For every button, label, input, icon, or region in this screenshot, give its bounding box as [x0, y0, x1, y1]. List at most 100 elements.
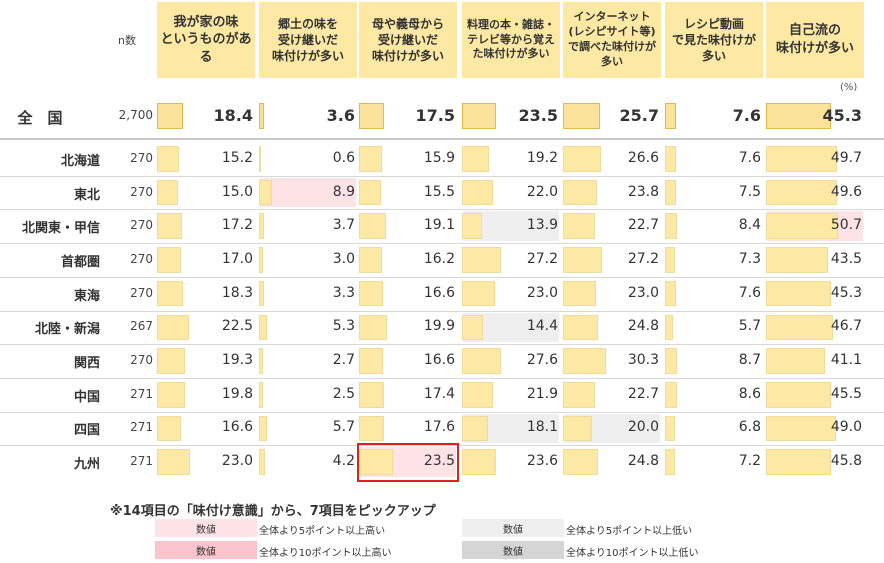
row-4-bar-5: [665, 280, 676, 307]
row-6-region: 関西: [73, 356, 100, 372]
row-4-bar-0: [157, 280, 183, 307]
row-5-bar-1: [259, 314, 267, 341]
row-6-n: 270: [130, 353, 153, 368]
row-3-value-1: 3.0: [332, 250, 355, 267]
row-0-value-6: 49.7: [830, 149, 862, 166]
row-6-bar-5: [665, 348, 677, 374]
row-2-value-2: 19.1: [423, 217, 455, 234]
row-2-value-6: 50.7: [830, 217, 862, 234]
row-4-value-6: 45.3: [830, 284, 862, 301]
row-0-value-3: 19.2: [526, 149, 558, 166]
row-7-value-4: 22.7: [627, 385, 659, 402]
row-7-bar-4: [563, 381, 595, 408]
national-row-value-2: 17.5: [415, 106, 455, 125]
row-3-bar-4: [563, 247, 602, 273]
row-divider: [0, 411, 884, 413]
row-5-bar-6: [766, 314, 833, 341]
row-9-value-5: 7.2: [738, 453, 761, 470]
row-7-bar-5: [665, 381, 677, 408]
row-divider: [0, 344, 884, 346]
row-3-bar-6: [766, 247, 828, 273]
row-9-bar-5: [665, 449, 675, 475]
row-7-bar-6: [766, 381, 831, 408]
row-9-value-0: 23.0: [221, 453, 253, 470]
row-6-value-2: 16.6: [423, 352, 455, 369]
row-1-bar-2: [359, 179, 381, 206]
row-8-bar-0: [157, 415, 181, 442]
row-0-n: 270: [130, 150, 153, 165]
row-7-bar-0: [157, 381, 185, 408]
row-2-bar-5: [665, 213, 677, 240]
row-5-bar-3: [462, 314, 483, 341]
row-8-value-4: 20.0: [627, 419, 659, 436]
row-8-bar-4: [563, 415, 592, 442]
row-3-bar-2: [359, 247, 382, 273]
row-divider: [0, 209, 884, 211]
row-2-region: 北関東・甲信: [21, 221, 100, 237]
row-7-value-3: 21.9: [526, 385, 558, 402]
n-header: n数: [118, 34, 136, 47]
row-9-bar-3: [462, 449, 496, 475]
national-row-bar-2: [359, 103, 384, 129]
row-9-value-3: 23.6: [526, 453, 558, 470]
row-1-region: 東北: [73, 187, 100, 203]
row-9-bar-6: [766, 449, 831, 475]
row-1-bar-5: [665, 179, 676, 206]
row-7-value-6: 45.5: [830, 385, 862, 402]
national-row-region: 全 国: [17, 109, 63, 127]
row-6-bar-3: [462, 348, 501, 374]
row-2-bar-2: [359, 213, 386, 240]
row-1-value-0: 15.0: [221, 183, 253, 200]
row-0-bar-5: [665, 146, 676, 172]
row-9-n: 271: [130, 454, 153, 469]
row-6-bar-6: [766, 348, 825, 374]
row-7-value-2: 17.4: [423, 385, 455, 402]
row-5-value-1: 5.3: [332, 318, 355, 335]
row-9-value-4: 24.8: [627, 453, 659, 470]
row-7-bar-1: [259, 381, 263, 408]
national-row-bar-1: [259, 103, 264, 129]
row-9-value-2: 23.5: [423, 453, 455, 470]
row-0-bar-0: [157, 146, 179, 172]
row-8-bar-3: [462, 415, 488, 442]
row-3-value-0: 17.0: [221, 250, 253, 267]
row-1-bar-4: [563, 179, 597, 206]
row-9-bar-4: [563, 449, 598, 475]
national-row-bar-6: [766, 103, 831, 129]
row-2-n: 270: [130, 218, 153, 233]
row-4-bar-6: [766, 280, 831, 307]
row-2-bar-0: [157, 213, 182, 240]
row-8-bar-6: [766, 415, 836, 442]
row-3-value-5: 7.3: [738, 250, 761, 267]
national-row-bar-3: [462, 103, 496, 129]
row-0-bar-4: [563, 146, 601, 172]
row-5-value-3: 14.4: [526, 318, 558, 335]
row-4-value-1: 3.3: [332, 284, 355, 301]
row-3-value-2: 16.2: [423, 250, 455, 267]
row-5-value-5: 5.7: [738, 318, 761, 335]
row-9-bar-2: [359, 449, 393, 475]
row-1-value-3: 22.0: [526, 183, 558, 200]
row-2-bar-4: [563, 213, 595, 240]
row-0-value-5: 7.6: [738, 149, 761, 166]
row-2-bar-3: [462, 213, 482, 240]
row-7-value-5: 8.6: [738, 385, 761, 402]
row-4-bar-1: [259, 280, 264, 307]
footnote: ※14項目の「味付け意識」から、7項目をピックアップ: [110, 504, 436, 519]
row-3-bar-0: [157, 247, 181, 273]
row-8-value-0: 16.6: [221, 419, 253, 436]
row-1-bar-3: [462, 179, 493, 206]
national-row-value-1: 3.6: [326, 106, 355, 125]
row-6-value-0: 19.3: [221, 352, 253, 369]
row-1-n: 270: [130, 184, 153, 199]
row-2-value-3: 13.9: [526, 217, 558, 234]
row-6-bar-2: [359, 348, 383, 374]
row-3-bar-5: [665, 247, 675, 273]
column-header-media: 料理の本・雑誌・ テレビ等から覚え た味付けが多い: [462, 2, 560, 78]
row-6-value-3: 27.6: [526, 352, 558, 369]
column-header-mother: 母や義母から 受け継いだ 味付けが多い: [359, 2, 457, 78]
row-6-bar-4: [563, 348, 606, 374]
national-row-n: 2,700: [118, 108, 153, 122]
national-separator: [0, 138, 884, 140]
